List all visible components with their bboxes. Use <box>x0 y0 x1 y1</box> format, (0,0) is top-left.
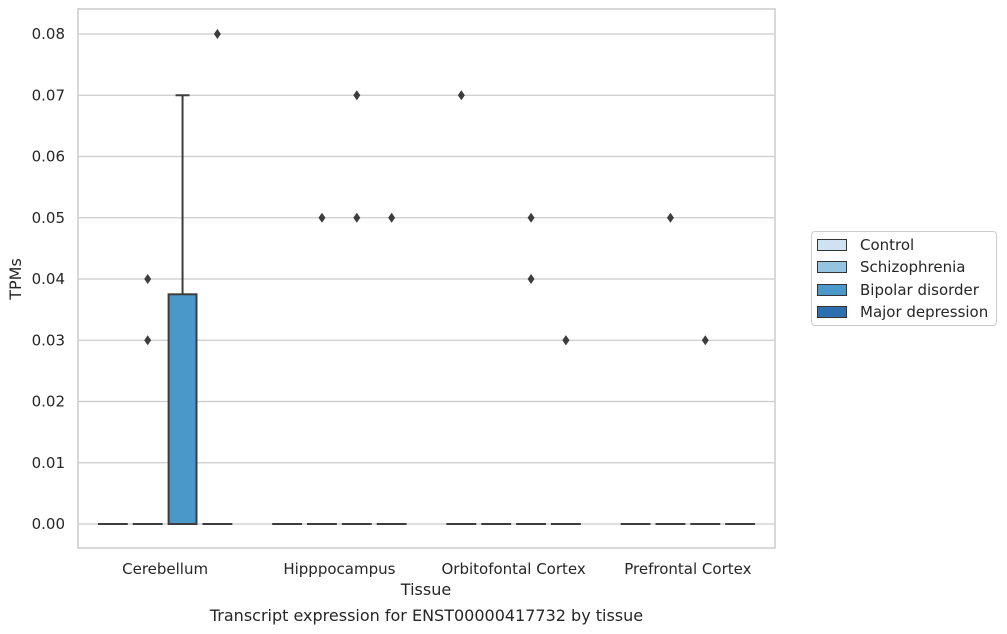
y-axis-label: TPMs <box>6 258 25 301</box>
outlier-point <box>562 335 570 346</box>
y-tick-label: 0.08 <box>32 25 65 43</box>
outlier-point <box>144 335 152 346</box>
legend-item-major-depression: Major depression <box>817 301 988 323</box>
outlier-point <box>353 212 361 223</box>
y-axis-ticks: 0.00 0.01 0.02 0.03 0.04 0.05 0.06 0.07 0.08 <box>32 25 65 533</box>
outlier-point <box>666 212 674 223</box>
legend-swatch <box>817 239 847 251</box>
legend-swatch <box>817 306 847 318</box>
outliers <box>144 29 709 346</box>
outlier-point <box>701 335 709 346</box>
x-tick-label: Cerebellum <box>122 560 208 578</box>
legend-item-bipolar-disorder: Bipolar disorder <box>817 279 979 301</box>
boxes <box>97 94 756 526</box>
x-tick-label: Orbitofontal Cortex <box>442 560 586 578</box>
legend-swatch <box>817 284 847 296</box>
outlier-point <box>388 212 396 223</box>
outlier-point <box>527 212 535 223</box>
outlier-point <box>457 90 465 101</box>
y-tick-label: 0.05 <box>32 209 65 227</box>
y-tick-label: 0.01 <box>32 454 65 472</box>
legend-swatch <box>817 261 847 273</box>
chart-caption: Transcript expression for ENST0000041773… <box>209 606 644 625</box>
outlier-point <box>527 274 535 284</box>
outlier-point <box>353 90 361 101</box>
box-bipolar-disorder <box>167 293 198 525</box>
x-axis-ticks: Cerebellum Hipppocampus Orbitofontal Corte… <box>122 560 751 578</box>
outlier-point <box>213 29 221 39</box>
y-tick-label: 0.00 <box>32 515 65 533</box>
legend-item-schizophrenia: Schizophrenia <box>817 256 965 278</box>
legend-item-control: Control <box>817 234 914 256</box>
legend-label: Major depression <box>860 303 989 321</box>
plot-frame <box>77 8 776 549</box>
legend-label: Schizophrenia <box>860 258 966 276</box>
y-tick-label: 0.03 <box>32 331 65 349</box>
legend-label: Bipolar disorder <box>860 281 979 299</box>
x-axis-label: Tissue <box>400 580 451 599</box>
x-tick-label: Hipppocampus <box>283 560 395 578</box>
x-tick-label: Prefrontal Cortex <box>624 560 751 578</box>
y-tick-label: 0.04 <box>32 270 65 288</box>
legend: Control Schizophrenia Bipolar disorder M… <box>811 231 997 326</box>
y-tick-label: 0.06 <box>32 148 65 166</box>
outlier-point <box>144 274 152 284</box>
legend-label: Control <box>860 236 915 254</box>
outlier-point <box>318 212 326 223</box>
y-tick-label: 0.02 <box>32 393 65 411</box>
y-tick-label: 0.07 <box>32 86 65 104</box>
